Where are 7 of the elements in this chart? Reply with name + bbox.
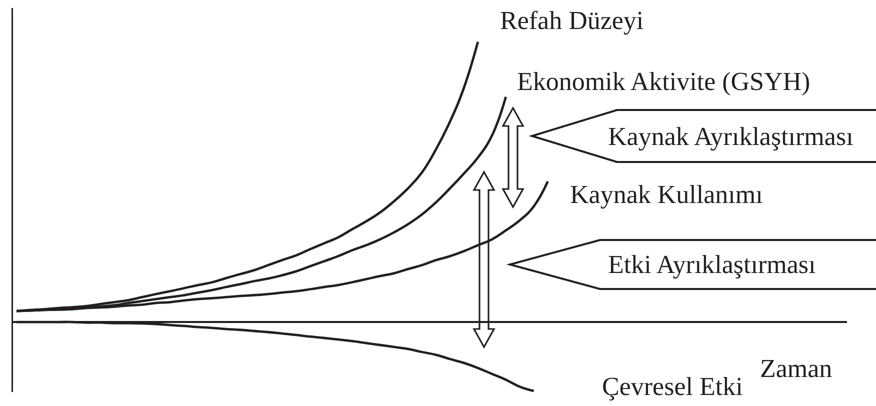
- series-label: Refah Düzeyi: [500, 6, 644, 35]
- x-axis-title: Zaman: [760, 354, 832, 383]
- series-label: Ekonomik Aktivite (GSYH): [517, 67, 810, 96]
- annotation: Etki Ayrıklaştırması: [608, 250, 816, 279]
- text: Çevresel Etki: [602, 372, 743, 401]
- annotation: Kaynak Ayrıklaştırması: [608, 122, 854, 151]
- series-label: Kaynak Kullanımı: [570, 180, 763, 209]
